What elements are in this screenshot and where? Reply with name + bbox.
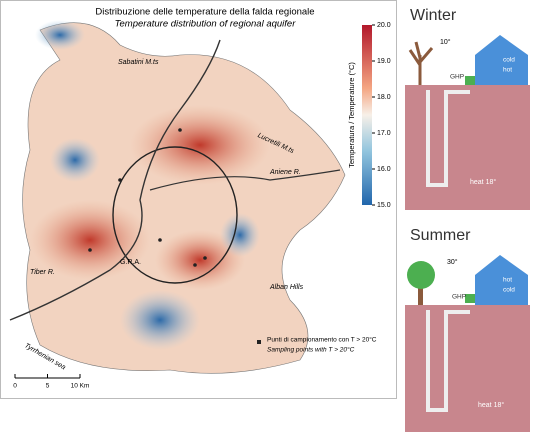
sample-point: [193, 263, 197, 267]
sample-point: [203, 256, 207, 260]
heat-pump: [465, 294, 475, 303]
winter-diagram: Winter 10° GHP cold hot heat 18°: [405, 7, 530, 210]
house: [475, 255, 528, 305]
ground-label: heat 18°: [470, 178, 496, 186]
sample-point: [88, 248, 92, 252]
page: Distribuzione delle temperature della fa…: [0, 0, 539, 432]
colorbar-tick-label: 20.0: [377, 22, 391, 29]
hot-label: hot: [503, 67, 512, 74]
ground: [405, 85, 530, 210]
house: [475, 35, 528, 85]
sample-point: [178, 128, 182, 132]
heat-pump: [465, 76, 475, 85]
colorbar-tick-label: 18.0: [377, 94, 391, 101]
air-temp: 10°: [440, 38, 451, 46]
sample-point: [118, 178, 122, 182]
place-label: G.R.A.: [120, 259, 141, 266]
place-label: Aniene R.: [269, 169, 301, 176]
place-label: Alban Hills: [269, 284, 304, 291]
colorbar-tick-label: 17.0: [377, 130, 391, 137]
colorbar-tick-label: 19.0: [377, 58, 391, 65]
place-label: Tiber R.: [30, 269, 55, 276]
colorbar-tick-label: 15.0: [377, 202, 391, 209]
place-label: Sabatini M.ts: [118, 59, 159, 66]
summer-diagram: Summer 30° GHP hot cold heat 18°: [405, 227, 530, 432]
ghp-label: GHP: [450, 74, 464, 81]
air-temp: 30°: [447, 258, 458, 266]
hot-label: hot: [503, 277, 512, 284]
colorbar-label: Temperatura / Temperature (°C): [347, 62, 356, 168]
legend-symbol: [257, 340, 261, 344]
scale-tick-label: 5: [46, 383, 50, 390]
diagram-title: Winter: [410, 7, 457, 24]
map-title: Distribuzione delle temperature della fa…: [95, 7, 314, 18]
colorbar-tick-label: 16.0: [377, 166, 391, 173]
sample-point: [158, 238, 162, 242]
legend-text: Sampling points with T > 20°C: [267, 346, 355, 354]
cold-zone: [35, 20, 85, 50]
diagram-title: Summer: [410, 227, 471, 244]
cold-label: cold: [503, 287, 515, 294]
cold-zone: [220, 213, 260, 257]
cold-zone: [120, 290, 200, 350]
scale-tick-label: 10 Km: [71, 383, 90, 390]
tree: [410, 42, 432, 85]
map-subtitle: Temperature distribution of regional aqu…: [115, 19, 297, 30]
cold-zone: [50, 138, 100, 182]
colorbar: [362, 25, 372, 205]
cold-label: cold: [503, 57, 515, 64]
ghp-label: GHP: [452, 294, 466, 301]
warm-zone: [130, 105, 270, 185]
ground-label: heat 18°: [478, 401, 504, 409]
ground: [405, 305, 530, 432]
map-panel: Distribuzione delle temperature della fa…: [1, 1, 397, 399]
tree-crown: [407, 261, 435, 289]
legend-text: Punti di campionamento con T > 20°C: [267, 336, 377, 344]
scale-tick-label: 0: [13, 383, 17, 390]
